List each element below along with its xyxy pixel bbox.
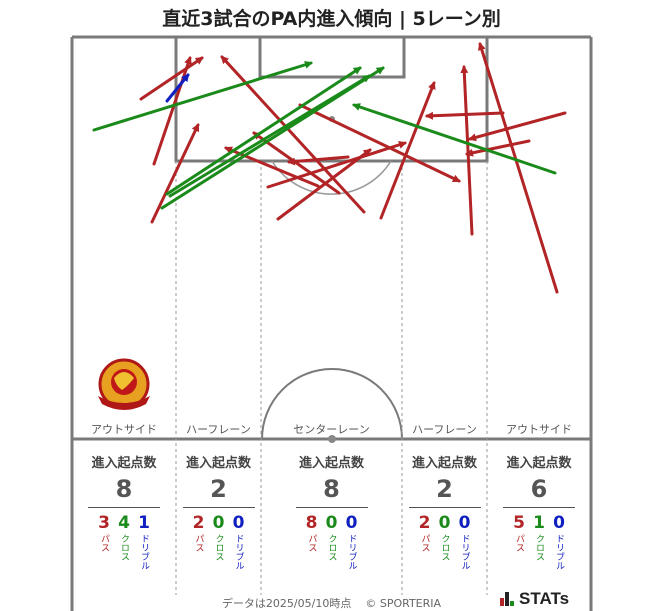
copyright: © SPORTERIA — [365, 597, 442, 610]
pass-arrow — [465, 139, 531, 157]
lane-stats-half-right: 進入起点数 2 2 パス 0 クロス 0 ドリブル — [402, 452, 487, 570]
dribble-count: 0 — [553, 513, 565, 533]
pass-arrow — [139, 56, 204, 101]
data-date: データは2025/05/10時点 — [221, 597, 352, 610]
lane-label-outside-right: アウトサイド — [506, 423, 572, 436]
cross-label: クロス — [439, 534, 450, 561]
cross-label: クロス — [534, 534, 544, 561]
cross-count: 0 — [212, 513, 225, 533]
cross-arrow — [165, 66, 362, 196]
pass-arrow — [460, 65, 474, 236]
pass-arrow — [287, 155, 350, 166]
lane-total: 6 — [530, 475, 548, 503]
pass-label: パス — [99, 534, 109, 552]
lane-stats-outside-right: 進入起点数 6 5 パス 1 クロス 0 ドリブル — [487, 452, 591, 570]
dribble-arrow — [165, 73, 190, 103]
goal-area — [258, 37, 406, 79]
cross-label: クロス — [213, 534, 224, 561]
pass-count: 8 — [305, 513, 318, 533]
cross-count: 0 — [325, 513, 338, 533]
divider — [88, 507, 160, 508]
cross-arrow — [352, 103, 557, 175]
pass-count: 5 — [513, 513, 525, 533]
dribble-count: 0 — [345, 513, 358, 533]
pass-arrow — [150, 123, 200, 224]
lane-stats-header: 進入起点数 — [411, 456, 477, 471]
divider — [408, 507, 481, 508]
pass-arrow — [379, 81, 436, 220]
lane-label-half-left: ハーフレーン — [186, 423, 251, 436]
lane-stats-outside-left: 進入起点数 8 3 パス 4 クロス 1 ドリブル — [72, 452, 176, 570]
center-circle — [261, 368, 403, 440]
entry-arrows — [92, 42, 567, 294]
lane-label-half-right: ハーフレーン — [412, 423, 477, 436]
divider — [182, 507, 255, 508]
dribble-label: ドリブル — [139, 534, 149, 570]
cross-label: クロス — [119, 534, 129, 561]
cross-arrow — [168, 74, 371, 198]
lane-label-center: センターレーン — [293, 423, 370, 436]
pass-arrow — [266, 141, 407, 189]
cross-count: 1 — [533, 513, 545, 533]
divider — [503, 507, 575, 508]
dribble-label: ドリブル — [554, 534, 564, 570]
dribble-count: 1 — [138, 513, 150, 533]
stats-logo: STATs — [500, 589, 569, 609]
dribble-label: ドリブル — [459, 534, 470, 570]
cross-count: 4 — [118, 513, 130, 533]
cross-count: 0 — [438, 513, 451, 533]
lane-stats-header: 進入起点数 — [298, 456, 364, 471]
lane-label-outside-left: アウトサイド — [91, 423, 157, 436]
cross-arrow — [160, 66, 385, 210]
pass-label: パス — [306, 534, 317, 552]
pass-arrow — [298, 103, 461, 183]
club-crest-icon — [98, 358, 150, 410]
pass-arrow — [425, 111, 505, 120]
footer: データは2025/05/10時点 © SPORTERIA — [0, 595, 663, 611]
pass-count: 2 — [192, 513, 205, 533]
stats-logo-icon — [500, 592, 514, 606]
lane-stats-half-left: 進入起点数 2 2 パス 0 クロス 0 ドリブル — [176, 452, 261, 570]
cross-label: クロス — [326, 534, 337, 561]
dribble-label: ドリブル — [233, 534, 244, 570]
divider — [295, 507, 368, 508]
cross-arrow — [92, 60, 313, 132]
lane-stats-header: 進入起点数 — [506, 456, 572, 471]
chart-title: 直近3試合のPA内進入傾向 | 5レーン別 — [162, 8, 501, 30]
dribble-count: 0 — [458, 513, 471, 533]
pass-arrow — [276, 148, 372, 221]
stats-logo-text: STATs — [519, 589, 570, 608]
lane-stats-header: 進入起点数 — [185, 456, 251, 471]
pass-count: 2 — [418, 513, 431, 533]
lane-stats-header: 進入起点数 — [91, 456, 157, 471]
dribble-label: ドリブル — [346, 534, 357, 570]
lane-stats-center: 進入起点数 8 8 パス 0 クロス 0 ドリブル — [261, 452, 402, 570]
lane-total: 8 — [323, 475, 340, 503]
pass-count: 3 — [98, 513, 110, 533]
pass-arrow — [477, 42, 559, 294]
penalty-arc — [271, 160, 392, 195]
lane-dividers — [175, 161, 488, 595]
pass-arrow — [468, 111, 567, 142]
dribble-count: 0 — [232, 513, 245, 533]
lane-total: 8 — [115, 475, 133, 503]
pass-label: パス — [193, 534, 204, 552]
center-spot — [328, 435, 336, 443]
lane-total: 2 — [436, 475, 453, 503]
lane-total: 2 — [210, 475, 227, 503]
pass-label: パス — [514, 534, 524, 552]
pass-label: パス — [419, 534, 430, 552]
